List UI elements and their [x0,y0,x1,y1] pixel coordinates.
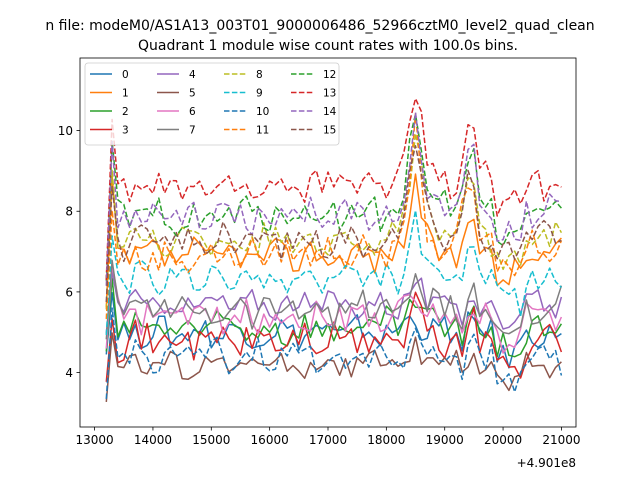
series-line-10 [105,307,563,399]
legend-label-8: 8 [256,69,263,81]
chart-title: Quadrant 1 module wise count rates with … [138,38,518,54]
series-line-2 [105,277,563,358]
x-axis-offset-label: +4.901e8 [517,456,576,470]
legend-label-5: 5 [189,88,196,100]
series-line-12 [105,113,562,281]
legend-label-6: 6 [189,106,196,118]
legend-label-2: 2 [122,106,129,118]
legend-box [84,62,340,146]
y-tick-label: 4 [65,366,73,380]
series-line-13 [105,97,562,280]
x-tick-label: 14000 [134,433,172,447]
x-tick-label: 19000 [426,433,464,447]
legend-label-0: 0 [122,69,129,81]
series-line-1 [105,173,562,308]
x-tick-label: 13000 [75,433,113,447]
x-tick-label: 17000 [309,433,347,447]
legend-label-7: 7 [189,125,196,137]
legend-label-11: 11 [256,125,269,137]
figure-suptitle: n file: modeM0/AS1A13_003T01_9000006486_… [45,18,594,34]
series-line-15 [105,145,562,303]
x-tick-label: 15000 [192,433,230,447]
series-line-9 [105,209,562,335]
series-line-6 [105,263,563,354]
y-tick-label: 10 [58,124,73,138]
y-tick-label: 8 [65,205,73,219]
legend-label-10: 10 [256,106,269,118]
x-tick-label: 21000 [542,433,580,447]
legend-label-4: 4 [189,69,196,81]
legend-label-12: 12 [323,69,336,81]
series-line-14 [105,111,562,286]
y-tick-label: 6 [65,285,73,299]
legend-label-3: 3 [122,125,129,137]
x-axis-ticks: 13000 14000 15000 16000 17000 18000 19000 20000… [75,427,581,447]
legend-label-9: 9 [256,88,263,100]
legend-label-15: 15 [323,125,336,137]
y-axis-ticks: 4 6 8 10 [58,124,80,380]
x-tick-label: 20000 [484,433,522,447]
legend-label-1: 1 [122,88,129,100]
x-tick-label: 18000 [367,433,405,447]
x-tick-label: 16000 [251,433,289,447]
legend-label-14: 14 [323,106,337,118]
series-line-8 [105,132,563,310]
series-line-7 [105,259,563,340]
plot-area [79,57,577,428]
series-line-11 [105,112,563,319]
series-line-5 [105,332,562,402]
legend-label-13: 13 [323,88,336,100]
